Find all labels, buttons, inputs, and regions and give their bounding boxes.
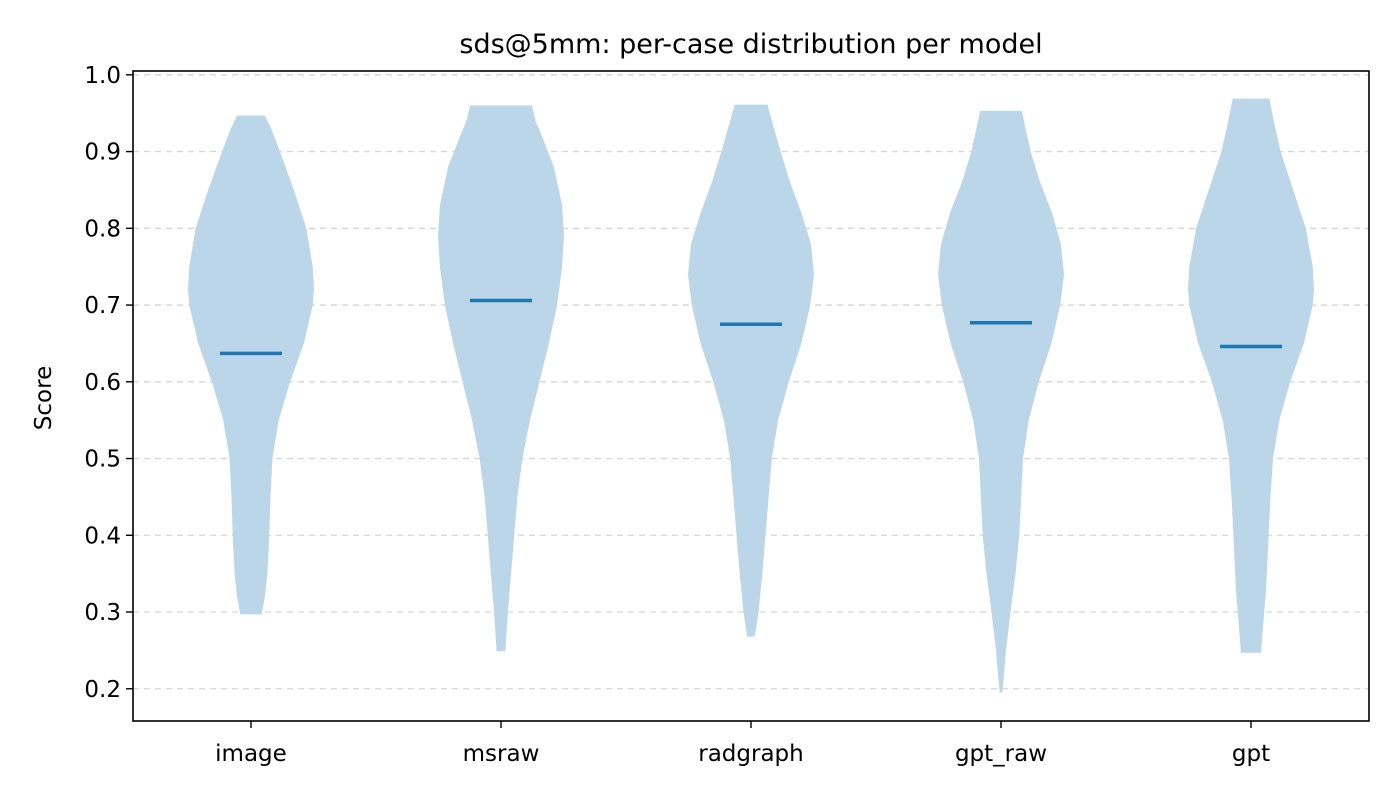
y-tick-label: 1.0 [84,63,121,89]
chart-title: sds@5mm: per-case distribution per model [459,29,1042,60]
y-tick-label: 0.7 [84,293,121,319]
x-tick-label-gpt_raw: gpt_raw [955,741,1047,767]
violin-gpt [1188,98,1314,653]
y-tick-label: 0.2 [84,677,121,703]
x-axis-ticks: image msraw radgraph gpt_raw gpt [215,721,1270,767]
y-tick-label: 0.3 [84,600,121,626]
violin-image [188,115,314,615]
y-axis-label: Score [31,366,57,430]
x-tick-label-msraw: msraw [463,741,540,767]
y-tick-label: 0.6 [84,370,121,396]
y-tick-label: 0.5 [84,447,121,473]
y-tick-label: 0.8 [84,216,121,242]
y-axis-ticks: 0.2 0.3 0.4 0.5 0.6 0.7 0.8 0.9 1.0 [84,63,133,703]
violin-radgraph [688,104,814,637]
x-tick-label-image: image [215,741,287,767]
x-tick-label-radgraph: radgraph [698,741,803,767]
violin-msraw [438,105,564,652]
violin-gpt_raw [938,110,1064,693]
x-tick-label-gpt: gpt [1232,741,1270,767]
median-lines [220,298,1282,356]
y-tick-label: 0.4 [84,523,121,549]
y-tick-label: 0.9 [84,140,121,166]
violin-bodies [188,98,1314,693]
